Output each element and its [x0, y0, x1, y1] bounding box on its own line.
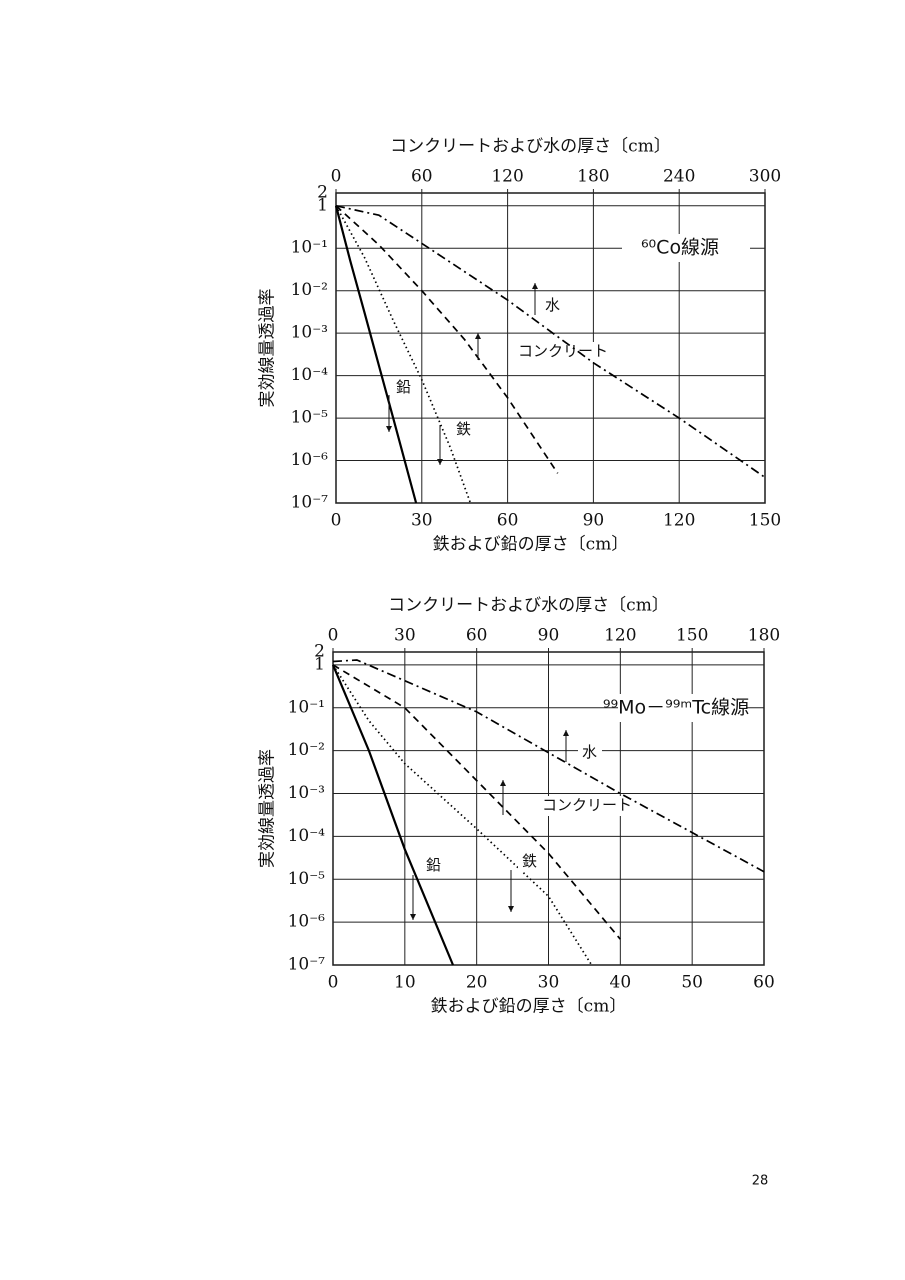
x-tick-label: 20 [466, 973, 488, 993]
x-tick-label: 150 [749, 511, 781, 531]
label-bg [514, 342, 618, 362]
y-tick-label: 10⁻⁴ [288, 826, 326, 846]
y-tick-label: 10⁻⁶ [291, 450, 329, 470]
x-tick-label: 50 [681, 973, 703, 993]
page-number: 28 [752, 1174, 769, 1189]
label-bg [422, 856, 446, 876]
legend-label: 水 [582, 743, 597, 761]
arrow-head [500, 780, 506, 786]
arrow-head [410, 914, 416, 920]
y-tick-label: 2 [317, 183, 328, 203]
legend-label: 鉛 [426, 856, 441, 874]
y-tick-label: 10⁻⁶ [288, 912, 326, 932]
label-bg [392, 378, 416, 398]
x2-axis-title: コンクリートおよび水の厚さ〔cm〕 [388, 596, 669, 616]
arrow-head [532, 283, 538, 289]
x-tick-label: 120 [663, 511, 695, 531]
x2-tick-label: 30 [394, 626, 416, 646]
legend-label: 鉄 [522, 852, 537, 870]
series-line [334, 205, 418, 504]
x2-tick-label: 0 [331, 167, 342, 187]
label-bg [578, 743, 602, 763]
x2-tick-label: 180 [577, 167, 609, 187]
x-tick-label: 60 [753, 973, 775, 993]
series-line [331, 664, 455, 966]
x-tick-label: 30 [538, 973, 560, 993]
x2-tick-label: 180 [748, 626, 780, 646]
x2-tick-label: 240 [663, 167, 695, 187]
x-axis-title: 鉄および鉛の厚さ〔cm〕 [431, 997, 627, 1017]
y-tick-label: 10⁻⁴ [291, 365, 329, 385]
subtitle: ⁹⁹Mo－⁹⁹ᵐTc線源 [603, 697, 749, 719]
y-tick-label: 10⁻² [291, 280, 328, 300]
label-bg [452, 420, 476, 440]
x2-tick-label: 0 [328, 626, 339, 646]
arrow-head [386, 426, 392, 432]
legend-label: 鉄 [456, 420, 471, 438]
legend-label: コンクリート [518, 342, 608, 360]
x2-axis-title: コンクリートおよび水の厚さ〔cm〕 [390, 137, 671, 157]
x-tick-label: 40 [610, 973, 632, 993]
subtitle-bg [622, 234, 750, 262]
x-tick-label: 10 [394, 973, 416, 993]
y-tick-label: 10⁻⁷ [291, 493, 329, 513]
x2-tick-label: 300 [749, 167, 781, 187]
x2-tick-label: 60 [466, 626, 488, 646]
series-line [332, 664, 621, 940]
y-tick-label: 10⁻⁵ [288, 869, 326, 889]
x-axis-title: 鉄および鉛の厚さ〔cm〕 [433, 535, 629, 555]
x2-tick-label: 120 [604, 626, 636, 646]
y-tick-label: 10⁻¹ [288, 697, 325, 717]
legend-label: コンクリート [542, 796, 632, 814]
y-tick-label: 10⁻⁷ [288, 955, 326, 975]
y-tick-label: 1 [317, 195, 328, 215]
x2-tick-label: 60 [411, 167, 433, 187]
subtitle-bg [618, 694, 746, 722]
label-bg [538, 796, 642, 816]
series-line [335, 205, 559, 474]
legend-label: 水 [545, 296, 560, 314]
x-tick-label: 30 [411, 511, 433, 531]
y-tick-label: 10⁻² [288, 740, 325, 760]
x2-tick-label: 120 [491, 167, 523, 187]
y-axis-title: 実効線量透過率 [258, 289, 278, 408]
y-tick-label: 10⁻³ [288, 783, 325, 803]
y-tick-label: 1 [314, 654, 325, 674]
arrow-head [475, 333, 481, 339]
x-tick-label: 0 [328, 973, 339, 993]
y-tick-label: 10⁻³ [291, 323, 328, 343]
x-tick-label: 60 [497, 511, 519, 531]
x-tick-label: 90 [583, 511, 605, 531]
legend-label: 鉛 [396, 378, 411, 396]
label-bg [518, 852, 542, 872]
x-tick-label: 0 [331, 511, 342, 531]
subtitle: ⁶⁰Co線源 [641, 237, 719, 259]
arrow-head [508, 906, 514, 912]
y-tick-label: 10⁻⁵ [291, 408, 329, 428]
series-line [332, 664, 593, 966]
series-line [335, 204, 766, 479]
y-tick-label: 10⁻¹ [291, 238, 328, 258]
label-bg [541, 296, 565, 316]
y-axis-title: 実効線量透過率 [258, 749, 278, 868]
arrow-head [563, 730, 569, 736]
x2-tick-label: 90 [538, 626, 560, 646]
x2-tick-label: 150 [676, 626, 708, 646]
arrow-head [437, 459, 443, 465]
y-tick-label: 2 [314, 642, 325, 662]
series-line [332, 659, 765, 873]
